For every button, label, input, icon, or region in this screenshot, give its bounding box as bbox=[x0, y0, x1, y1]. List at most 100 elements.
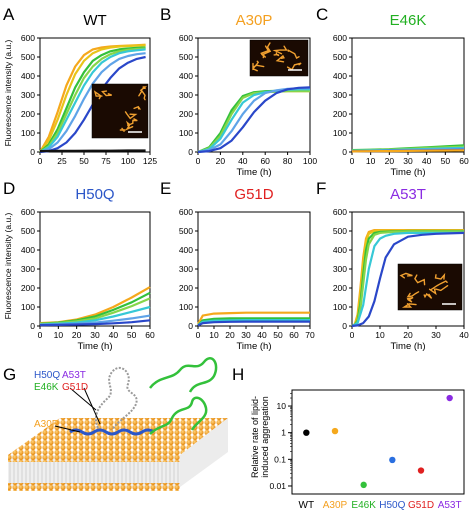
panel-h-category-wt: WT bbox=[299, 500, 315, 511]
panel-e-xtick-label-0: 0 bbox=[196, 330, 201, 340]
panel-d-ytick-label-6: 600 bbox=[21, 207, 35, 217]
panel-h-ytick-label-3: 10 bbox=[277, 401, 287, 411]
panel-c-xtick-label-6: 60 bbox=[459, 156, 469, 166]
panel-h-category-h50q: H50Q bbox=[379, 500, 405, 511]
panel-f-x-axis-label: Time (h) bbox=[390, 341, 425, 352]
panel-c-xtick-label-5: 50 bbox=[441, 156, 451, 166]
panel-h-frame bbox=[291, 389, 465, 495]
panel-h-point-e46k bbox=[360, 481, 367, 489]
panel-c-ytick-label-2: 200 bbox=[333, 109, 347, 119]
panel-h-ytick-label-0: 0.01 bbox=[269, 481, 286, 491]
panel-a-ytick-label-0: 0 bbox=[30, 147, 35, 157]
panel-a-xtick-label-1: 25 bbox=[57, 156, 67, 166]
panel-e-title: G51D bbox=[234, 186, 273, 203]
panel-a-series-1 bbox=[39, 44, 146, 153]
panel-b-xtick-label-0: 0 bbox=[196, 156, 201, 166]
panel-a-xtick-label-2: 50 bbox=[79, 156, 89, 166]
g-label-g51d: G51D bbox=[62, 382, 88, 393]
panel-e-xtick-label-2: 20 bbox=[225, 330, 235, 340]
pointer-line-3 bbox=[54, 425, 81, 433]
panel-c-ytick-label-5: 500 bbox=[333, 52, 347, 62]
panel-a-series-4 bbox=[39, 48, 146, 153]
panel-c-title: E46K bbox=[390, 12, 427, 29]
panel-a-series-2 bbox=[39, 46, 146, 153]
panel-c-chart: E46K 0 100 200 300 400 500 600 0 10 20 30 40 50 60 Time… bbox=[333, 12, 469, 178]
h-y-axis-label-line1: Relative rate of lipid- bbox=[250, 396, 260, 478]
panel-h-point-a53t bbox=[446, 394, 453, 402]
panel-e-ytick-label-0: 0 bbox=[188, 321, 193, 331]
g-label-e46k: E46K bbox=[34, 382, 59, 393]
panel-b-series-5 bbox=[197, 86, 311, 154]
panel-a-xtick-label-0: 0 bbox=[38, 156, 43, 166]
panel-f-inset bbox=[397, 263, 463, 311]
panel-b-x-axis-label: Time (h) bbox=[236, 167, 271, 178]
panel-c-ytick-label-4: 400 bbox=[333, 71, 347, 81]
panel-e-xtick-label-3: 30 bbox=[241, 330, 251, 340]
panel-e-frame bbox=[197, 211, 311, 327]
panel-letter-a: A bbox=[3, 5, 15, 24]
panel-a-ytick-label-2: 200 bbox=[21, 109, 35, 119]
panel-f-series-4 bbox=[351, 231, 464, 327]
panel-c-ytick-label-0: 0 bbox=[342, 147, 347, 157]
panel-c-ytick-label-3: 300 bbox=[333, 90, 347, 100]
panel-e-ytick-label-4: 400 bbox=[179, 245, 193, 255]
panel-b-ytick-label-5: 500 bbox=[179, 52, 193, 62]
panel-a-ytick-label-5: 500 bbox=[21, 52, 35, 62]
panel-c-ytick-label-6: 600 bbox=[333, 33, 347, 43]
panel-b-xtick-label-4: 80 bbox=[283, 156, 293, 166]
panel-c-xtick-label-1: 10 bbox=[366, 156, 376, 166]
bound-helix bbox=[69, 428, 155, 436]
panel-a-title: WT bbox=[83, 12, 106, 29]
panel-letter-c: C bbox=[316, 5, 328, 24]
panel-f-ytick-label-2: 200 bbox=[333, 283, 347, 293]
panel-f-inset-fibrils bbox=[399, 272, 449, 308]
panel-d-xtick-label-6: 60 bbox=[145, 330, 155, 340]
panel-a-series-7 bbox=[39, 149, 146, 153]
pointer-line-2 bbox=[83, 387, 101, 425]
panel-d-frame bbox=[39, 211, 151, 327]
panel-b-ytick-label-1: 100 bbox=[179, 128, 193, 138]
panel-b-ytick-label-0: 0 bbox=[188, 147, 193, 157]
panel-b-xtick-label-1: 20 bbox=[216, 156, 226, 166]
panel-f-ytick-label-6: 600 bbox=[333, 207, 347, 217]
protein-green-lower bbox=[149, 396, 208, 435]
membrane-upper-heads-front bbox=[8, 455, 180, 462]
panel-d-ytick-label-3: 300 bbox=[21, 264, 35, 274]
panel-a-xtick-label-4: 100 bbox=[121, 156, 135, 166]
panel-f-ytick-label-0: 0 bbox=[342, 321, 347, 331]
panel-letter-d: D bbox=[3, 179, 15, 198]
panel-b-chart: A30P 0 100 200 300 400 500 600 0 20 40 60 80 100 Time … bbox=[179, 12, 318, 178]
panel-d-xtick-label-4: 40 bbox=[109, 330, 119, 340]
panel-letter-h: H bbox=[232, 365, 244, 384]
panel-a-series-3 bbox=[39, 47, 146, 153]
panel-h-point-h50q bbox=[389, 456, 396, 464]
panel-f-series-5 bbox=[351, 231, 465, 328]
panel-a-series-5 bbox=[39, 52, 146, 154]
g-label-a30p: A30P bbox=[34, 419, 59, 430]
panel-c-series-5 bbox=[351, 149, 465, 153]
panel-letter-e: E bbox=[160, 179, 171, 198]
panel-h-category-a53t: A53T bbox=[438, 500, 462, 511]
panel-c-xtick-label-4: 40 bbox=[422, 156, 432, 166]
panel-e-xtick-label-4: 40 bbox=[257, 330, 267, 340]
y-axis-label-top: Fluorescence intensity (a.u.) bbox=[3, 39, 13, 146]
panel-b-xtick-label-2: 40 bbox=[238, 156, 248, 166]
membrane-top-surface bbox=[8, 418, 228, 455]
panel-c-xtick-label-2: 20 bbox=[385, 156, 395, 166]
panel-c-ytick-label-1: 100 bbox=[333, 128, 347, 138]
panel-f-ytick-label-5: 500 bbox=[333, 226, 347, 236]
h-y-axis-label-line2: induced aggregation bbox=[260, 396, 270, 478]
panel-d-ytick-label-5: 500 bbox=[21, 226, 35, 236]
panel-a-ytick-label-4: 400 bbox=[21, 71, 35, 81]
panel-c-x-axis-label: Time (h) bbox=[390, 167, 425, 178]
panel-letter-b: B bbox=[160, 5, 171, 24]
panel-e-chart: G51D 0 100 200 300 400 500 600 0 10 20 30 40 50 60 70 Ti… bbox=[179, 186, 315, 352]
panel-d-xtick-label-2: 20 bbox=[72, 330, 82, 340]
panel-f-xtick-label-3: 30 bbox=[431, 330, 441, 340]
panel-b-ytick-label-3: 300 bbox=[179, 90, 193, 100]
panel-b-series-2 bbox=[197, 90, 310, 154]
panel-g-illustration: H50Q A53T E46K G51D A30P bbox=[8, 357, 228, 491]
panel-d-xtick-label-5: 50 bbox=[127, 330, 137, 340]
panel-h-chart: 0.01 0.1 1 10 WT A30P E46K H50Q G51D A53T bbox=[269, 389, 465, 511]
panel-d-xtick-label-3: 30 bbox=[90, 330, 100, 340]
